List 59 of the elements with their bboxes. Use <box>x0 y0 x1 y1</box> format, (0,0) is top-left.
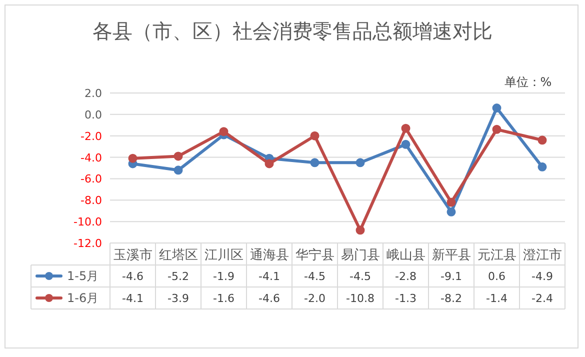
point <box>356 226 365 235</box>
legend-label: 1-6月 <box>67 291 99 305</box>
x-tick-label: 新平县 <box>432 247 471 262</box>
text: 单位：% <box>504 75 552 89</box>
data-label: -9.1 <box>440 270 462 283</box>
x-tick-label: 易门县 <box>340 247 380 262</box>
point <box>446 207 456 216</box>
data-label: -2.0 <box>304 292 326 305</box>
point <box>310 131 320 140</box>
point <box>128 154 138 163</box>
data-label: -4.5 <box>304 270 326 283</box>
x-tick-label: 澄江市 <box>522 247 562 262</box>
y-tick-label: 2.0 <box>84 87 102 100</box>
data-label: -4.1 <box>122 292 144 305</box>
chart-title: 各县（市、区）社会消费零售品总额增速对比 <box>92 21 492 43</box>
point <box>492 124 502 134</box>
point <box>310 158 320 168</box>
point <box>538 162 547 172</box>
point <box>264 159 274 168</box>
data-label: -2.4 <box>532 292 553 305</box>
data-label: -5.2 <box>168 270 189 283</box>
data-label: -4.9 <box>532 270 553 283</box>
y-tick-label: -8.0 <box>80 194 102 208</box>
point <box>174 166 183 175</box>
data-label: -8.2 <box>440 292 462 305</box>
y-tick-label: -6.0 <box>80 172 102 186</box>
point <box>538 136 547 145</box>
data-label: -4.6 <box>258 292 280 305</box>
x-tick-label: 元江县 <box>477 247 516 262</box>
x-tick-label: 峨山县 <box>386 247 426 262</box>
data-label: -1.3 <box>395 292 416 305</box>
y-tick-label: -2.0 <box>80 130 102 143</box>
y-tick-label: -4.0 <box>80 151 102 164</box>
data-label: -2.8 <box>395 270 416 283</box>
point <box>356 158 365 168</box>
x-tick-label: 红塔区 <box>158 247 198 262</box>
x-tick-label: 通海县 <box>250 247 289 262</box>
legend-label: 1-5月 <box>67 269 99 283</box>
y-tick-label: -10.0 <box>74 216 102 229</box>
point <box>174 152 183 161</box>
data-label: -1.6 <box>213 292 234 305</box>
data-label: -4.1 <box>258 270 280 283</box>
point <box>219 127 228 136</box>
y-tick-label: 0.0 <box>84 108 102 122</box>
point <box>401 140 410 149</box>
data-label: -1.9 <box>213 270 234 283</box>
point <box>446 198 456 207</box>
data-label: -3.9 <box>168 292 189 305</box>
data-label: -1.4 <box>486 292 508 305</box>
y-tick-label: -12.0 <box>74 237 102 250</box>
data-label: -10.8 <box>346 292 374 305</box>
point <box>401 124 410 133</box>
data-label: -4.5 <box>350 270 371 283</box>
x-tick-label: 玉溪市 <box>113 247 152 262</box>
x-tick-label: 华宁县 <box>295 247 334 262</box>
data-label: 0.6 <box>488 270 506 283</box>
x-tick-label: 江川区 <box>204 247 244 262</box>
point <box>492 104 502 112</box>
data-label: -4.6 <box>122 270 144 283</box>
